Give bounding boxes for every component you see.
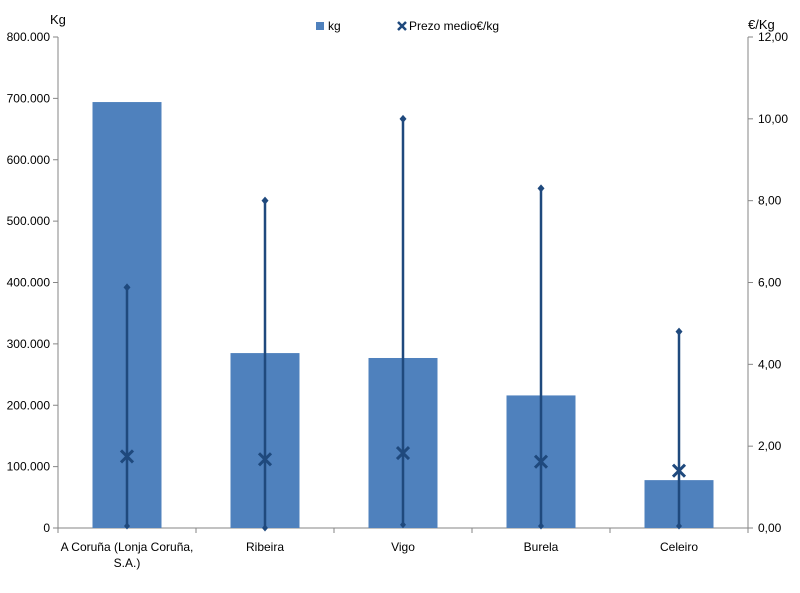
- left-tick-label: 600.000: [7, 153, 51, 167]
- price-low-marker: [400, 521, 406, 529]
- x-tick-label: A Coruña (Lonja Coruña,: [61, 540, 194, 554]
- price-low-marker: [262, 524, 268, 532]
- left-tick-label: 700.000: [7, 91, 51, 105]
- price-low-marker: [124, 522, 130, 530]
- price-high-marker: [123, 283, 131, 292]
- left-axis-unit-label: Kg: [50, 12, 66, 27]
- legend-price-label: Prezo medio€/kg: [409, 19, 499, 33]
- right-axis-unit-label: €/Kg: [748, 17, 775, 32]
- price-average-marker: [119, 449, 135, 464]
- price-low-marker: [538, 522, 544, 530]
- left-tick-label: 500.000: [7, 214, 51, 228]
- left-tick-label: 800.000: [7, 30, 51, 44]
- left-tick-label: 300.000: [7, 337, 51, 351]
- x-tick-label: S.A.): [114, 556, 141, 570]
- price-series: [119, 114, 687, 532]
- legend-price-marker: [397, 21, 407, 31]
- x-tick-labels: A Coruña (Lonja Coruña, S.A.) Ribeira Vigo B…: [61, 540, 699, 570]
- right-tick-label: 12,00: [758, 30, 788, 44]
- x-tick-label: Celeiro: [660, 540, 698, 554]
- price-high-marker: [537, 184, 545, 193]
- right-tick-label: 4,00: [758, 357, 782, 371]
- left-tick-label: 0: [43, 521, 50, 535]
- x-tick-label: Ribeira: [246, 540, 284, 554]
- price-high-marker: [261, 196, 269, 205]
- legend-kg-label: kg: [328, 19, 341, 33]
- x-tick-label: Vigo: [391, 540, 415, 554]
- right-tick-label: 8,00: [758, 194, 782, 208]
- left-tick-label: 200.000: [7, 398, 51, 412]
- price-average-marker: [257, 452, 273, 467]
- price-average-marker: [671, 463, 687, 478]
- price-average-marker: [395, 446, 411, 461]
- left-tick-label: 400.000: [7, 276, 51, 290]
- price-high-marker: [399, 114, 407, 123]
- right-tick-label: 2,00: [758, 439, 782, 453]
- left-tick-label: 100.000: [7, 460, 51, 474]
- legend-kg-swatch: [316, 22, 324, 30]
- price-high-marker: [675, 327, 683, 336]
- right-tick-label: 10,00: [758, 112, 788, 126]
- right-tick-label: 0,00: [758, 521, 782, 535]
- price-low-marker: [676, 522, 682, 530]
- axes: 0 100.000 200.000 300.000 400.000 500.000 600.…: [7, 12, 789, 535]
- price-average-marker: [533, 454, 549, 469]
- right-tick-label: 6,00: [758, 276, 782, 290]
- x-tick-label: Burela: [524, 540, 559, 554]
- legend: kg Prezo medio€/kg: [316, 19, 499, 33]
